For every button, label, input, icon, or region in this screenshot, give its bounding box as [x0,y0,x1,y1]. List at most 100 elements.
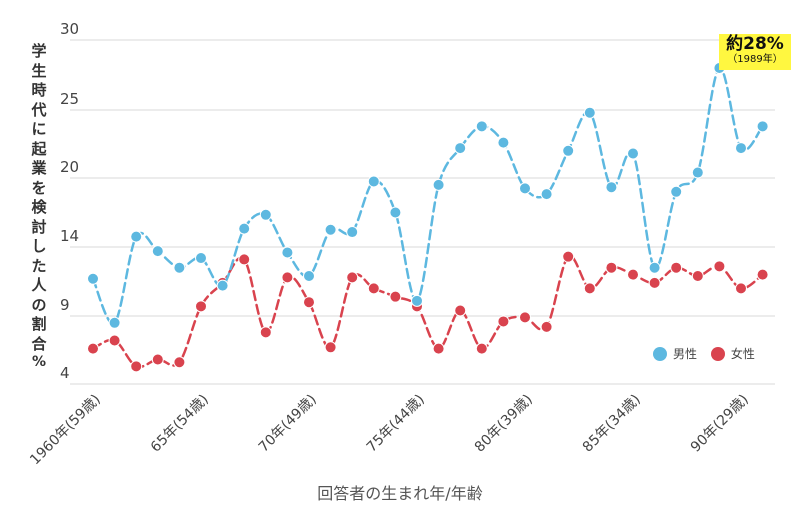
data-point-female [540,320,553,333]
peak-callout-value: 約28% [726,34,784,54]
series-line-male [91,66,764,325]
data-point-male [346,226,359,239]
data-point-male [87,272,99,285]
data-point-female [238,253,251,266]
data-point-male [173,261,186,274]
x-tick-label: 90年(29歳) [688,392,752,456]
y-axis-label-char: に [31,120,47,138]
y-axis-label-char: 生 [31,61,47,80]
data-point-male [497,136,510,149]
data-point-male [259,208,272,221]
y-axis-label-char: 代 [31,100,47,119]
legend-swatch-male [653,346,667,361]
legend-label-male: 男性 [673,347,698,361]
data-point-female [303,296,315,309]
y-axis-label-char: 起 [31,139,47,158]
y-tick-label: 30 [60,20,79,38]
y-tick-label: 20 [60,158,79,176]
data-point-male [108,316,121,329]
data-point-female [173,356,186,369]
y-axis-label-char: 割 [31,315,47,333]
y-tick-label: 14 [60,227,79,245]
y-axis-label-char: 業 [31,159,47,177]
y-axis-label: 学生時代に起業を検討した人の割合 [24,42,54,354]
data-point-male [583,106,596,119]
data-point-female [648,276,661,289]
y-tick-label: 25 [60,90,79,108]
y-tick-label: 9 [60,296,70,314]
data-point-male [367,175,380,188]
data-point-female [151,353,164,366]
data-point-male [540,188,553,201]
data-point-female [281,271,294,284]
data-point-female [670,261,683,274]
data-point-female [324,341,337,354]
x-axis-label: 回答者の生まれ年/年齢 [317,484,483,503]
data-point-male [411,294,423,307]
data-point-female [627,268,639,281]
x-tick-label: 85年(34歳) [580,392,644,456]
data-point-female [346,271,359,284]
data-point-male [454,142,467,155]
data-point-male [475,120,488,133]
legend-label-female: 女性 [730,347,755,361]
data-point-female [735,282,747,295]
y-axis-label-char: 合 [31,334,47,353]
data-point-female [691,269,704,282]
data-point-female [130,360,143,373]
data-point-female [519,311,531,324]
data-point-male [195,252,207,265]
data-point-male [519,182,531,195]
data-point-male [130,230,143,243]
data-point-male [432,178,445,191]
y-axis-label-char: 人 [31,276,47,294]
legend-item-male: 男性 [653,345,697,362]
y-axis-label-char: 検 [31,198,47,216]
data-point-male [389,206,402,219]
data-point-male [562,144,575,157]
data-point-male [151,245,164,258]
y-axis-label-char: 討 [31,217,47,236]
data-point-female [454,304,467,317]
data-point-female [87,342,99,355]
data-point-female [605,261,618,274]
data-point-male [238,222,251,235]
x-tick-label: 1960年(59歳) [27,392,104,469]
data-point-female [389,290,402,303]
data-point-male [756,120,769,133]
data-point-male [670,185,683,198]
data-point-female [562,250,575,263]
data-point-female [497,315,510,328]
data-point-male [281,246,294,259]
data-point-male [735,142,747,155]
y-axis-label-char: 時 [31,81,47,99]
data-point-male [324,223,337,236]
legend: 男性 女性 [653,345,765,362]
data-point-male [648,261,661,274]
legend-swatch-female [710,346,725,361]
y-axis-label-char: 学 [31,42,47,60]
y-axis-label-char: の [31,295,47,314]
peak-callout-year: （1989年） [727,54,783,65]
y-axis-label-char: を [31,178,47,197]
x-tick-label: 70年(49歳) [256,392,320,456]
y-axis-label-char: し [31,237,47,255]
data-point-male [216,279,229,292]
data-point-male [303,269,315,282]
x-tick-label: 65年(54歳) [148,392,212,456]
data-point-female [108,334,121,347]
data-point-female [475,342,488,355]
y-axis-unit: % [31,354,47,370]
legend-item-female: 女性 [710,345,755,362]
data-point-female [713,260,726,273]
data-point-female [432,342,445,355]
x-tick-label: 75年(44歳) [364,392,428,456]
data-point-female [583,282,596,295]
data-point-male [627,147,639,160]
data-point-female [195,300,207,313]
peak-callout: 約28% （1989年） [719,34,791,70]
x-tick-label: 80年(39歳) [472,392,536,456]
data-point-male [605,181,618,194]
y-tick-label: 4 [60,364,70,382]
